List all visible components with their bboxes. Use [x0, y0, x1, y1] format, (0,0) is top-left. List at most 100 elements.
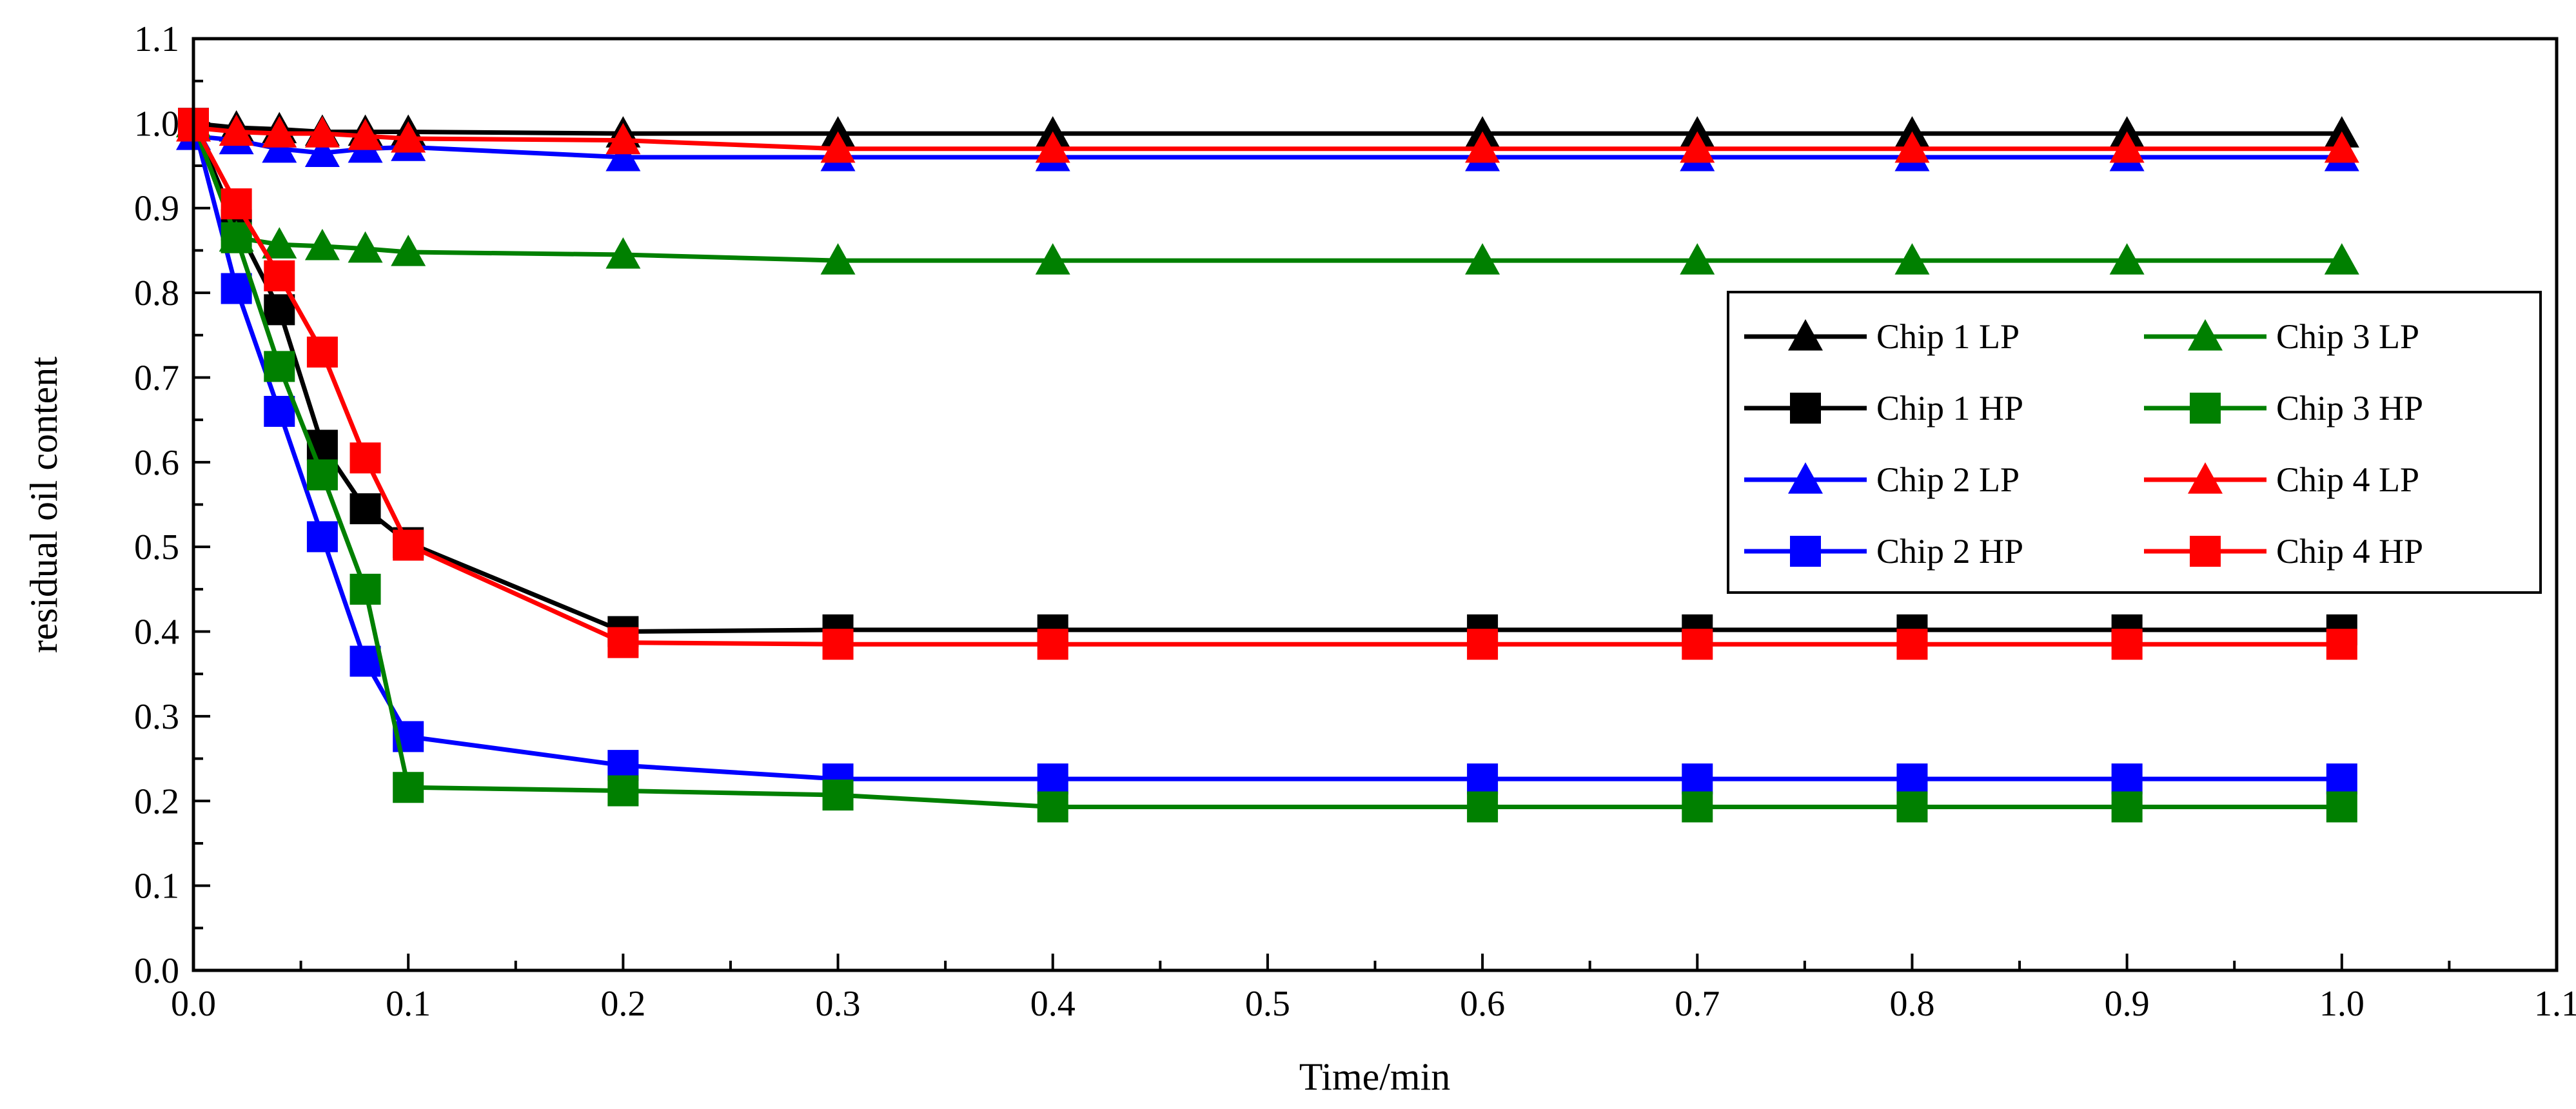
- data-point-chip-4-hp: [607, 627, 639, 658]
- data-point-chip-4-lp: [1465, 131, 1500, 163]
- series-group: [176, 106, 2359, 823]
- data-point-chip-1-hp: [264, 294, 295, 326]
- legend-item-chip-1-lp: Chip 1 LP: [1744, 317, 2020, 356]
- data-point-chip-3-hp: [1896, 791, 1928, 823]
- legend-item-chip-4-hp: Chip 4 HP: [2144, 532, 2423, 571]
- y-tick-label: 0.8: [134, 273, 179, 313]
- data-point-chip-4-lp: [2109, 131, 2145, 163]
- legend: Chip 1 LP Chip 3 LP Chip 1 HP Chip 3 HP Chip…: [1727, 291, 2542, 594]
- x-tick-label: 0.8: [1889, 984, 1934, 1024]
- legend-item-chip-3-lp: Chip 3 LP: [2144, 317, 2419, 356]
- y-tick-label: 0.2: [134, 781, 179, 821]
- y-tick-label: 0.9: [134, 189, 179, 229]
- legend-box: [1727, 291, 2542, 594]
- legend-label: Chip 1 HP: [1876, 389, 2023, 427]
- data-point-chip-4-hp: [1037, 629, 1068, 660]
- series-line-chip-2-hp: [191, 123, 2342, 781]
- data-point-chip-3-lp: [2109, 243, 2145, 275]
- legend-item-chip-4-lp: Chip 4 LP: [2144, 460, 2419, 499]
- x-tick-label: 0.5: [1245, 984, 1290, 1024]
- data-point-chip-3-hp: [1682, 791, 1713, 823]
- data-point-chip-2-hp: [2326, 763, 2357, 795]
- plot-area-frame: [192, 37, 2559, 972]
- data-point-chip-3-hp: [2111, 791, 2143, 823]
- y-tick-label: 0.1: [134, 867, 179, 907]
- x-tick-label: 0.9: [2105, 984, 2150, 1024]
- series-line-chip-1-hp: [191, 123, 2342, 634]
- legend-marker: [2190, 393, 2221, 424]
- data-point-chip-4-hp: [1467, 629, 1499, 660]
- legend-item-chip-2-lp: Chip 2 LP: [1744, 460, 2020, 499]
- data-point-chip-3-lp: [820, 243, 856, 275]
- legend-label: Chip 2 HP: [1876, 532, 2023, 571]
- data-point-chip-4-lp: [1680, 131, 1715, 163]
- data-point-chip-4-lp: [1894, 131, 1930, 163]
- y-tick-labels: 0.0 0.1 0.2 0.3 0.4 0.5 0.6 0.7 0.8 0.9 1.0 1.1: [134, 19, 179, 991]
- data-point-chip-1-hp: [349, 493, 381, 525]
- y-tick-label: 0.3: [134, 697, 179, 737]
- series-chip-3-hp: [178, 108, 2357, 823]
- legend-marker: [1790, 536, 1821, 567]
- data-point-chip-2-hp: [264, 396, 295, 427]
- data-point-chip-3-hp: [1467, 791, 1499, 823]
- x-tick-label: 0.4: [1030, 984, 1076, 1024]
- y-tick-label: 1.1: [134, 19, 179, 59]
- data-point-chip-3-hp: [393, 772, 424, 803]
- data-point-chip-3-hp: [2326, 791, 2357, 823]
- series-chip-4-hp: [178, 108, 2357, 660]
- x-tick-label: 0.2: [600, 984, 645, 1024]
- x-tick-label: 0.1: [386, 984, 431, 1024]
- data-point-chip-4-lp: [391, 121, 426, 153]
- y-axis-label: residual oil content: [23, 357, 65, 653]
- data-point-chip-2-hp: [221, 273, 252, 304]
- series-chip-3-lp: [176, 106, 2359, 275]
- data-point-chip-4-hp: [1682, 629, 1713, 660]
- data-point-chip-4-hp: [393, 529, 424, 561]
- data-point-chip-4-lp: [348, 119, 383, 150]
- data-point-chip-3-hp: [221, 222, 252, 253]
- legend-label: Chip 4 HP: [2276, 532, 2423, 571]
- data-point-chip-2-hp: [306, 521, 338, 553]
- data-point-chip-2-hp: [1467, 763, 1499, 795]
- data-point-chip-3-lp: [1035, 243, 1070, 275]
- data-point-chip-4-hp: [264, 260, 295, 291]
- data-point-chip-3-lp: [348, 231, 383, 263]
- data-point-chip-3-lp: [304, 228, 340, 260]
- data-point-chip-2-lp: [304, 135, 340, 167]
- data-point-chip-3-hp: [1037, 791, 1068, 823]
- data-point-chip-2-hp: [2111, 763, 2143, 795]
- data-point-chip-3-lp: [605, 237, 641, 269]
- data-point-chip-4-lp: [219, 114, 254, 146]
- data-point-chip-3-hp: [306, 459, 338, 491]
- data-point-chip-4-hp: [2111, 629, 2143, 660]
- y-tick-label: 0.4: [134, 613, 179, 653]
- legend-label: Chip 4 LP: [2276, 460, 2419, 499]
- data-point-chip-3-lp: [1680, 243, 1715, 275]
- x-tick-labels: 0.0 0.1 0.2 0.3 0.4 0.5 0.6 0.7 0.8 0.9 1.0 1.1: [171, 984, 2576, 1024]
- data-point-chip-4-hp: [349, 442, 381, 474]
- data-point-chip-4-hp: [2326, 629, 2357, 660]
- legend-marker: [1788, 319, 1823, 351]
- legend-marker: [1790, 393, 1821, 424]
- data-point-chip-3-lp: [262, 227, 297, 259]
- data-point-chip-3-hp: [822, 780, 854, 811]
- data-point-chip-3-hp: [349, 573, 381, 605]
- legend-label: Chip 2 LP: [1876, 460, 2020, 499]
- data-point-chip-4-lp: [605, 123, 641, 155]
- data-point-chip-4-lp: [304, 116, 340, 148]
- y-tick-label: 0.7: [134, 358, 179, 398]
- data-point-chip-2-hp: [1682, 763, 1713, 795]
- data-point-chip-4-hp: [221, 188, 252, 220]
- legend-item-chip-1-hp: Chip 1 HP: [1744, 389, 2023, 427]
- x-tick-label: 0.3: [816, 984, 861, 1024]
- legend-label: Chip 1 LP: [1876, 317, 2020, 356]
- data-point-chip-4-lp: [820, 131, 856, 163]
- data-point-chip-3-lp: [1465, 243, 1500, 275]
- legend-marker: [2188, 462, 2223, 494]
- series-line-chip-3-hp: [191, 123, 2342, 809]
- data-point-chip-4-lp: [2324, 131, 2359, 163]
- x-tick-label: 0.7: [1675, 984, 1720, 1024]
- y-tick-label: 1.0: [134, 104, 179, 144]
- legend-item-chip-3-hp: Chip 3 HP: [2144, 389, 2423, 427]
